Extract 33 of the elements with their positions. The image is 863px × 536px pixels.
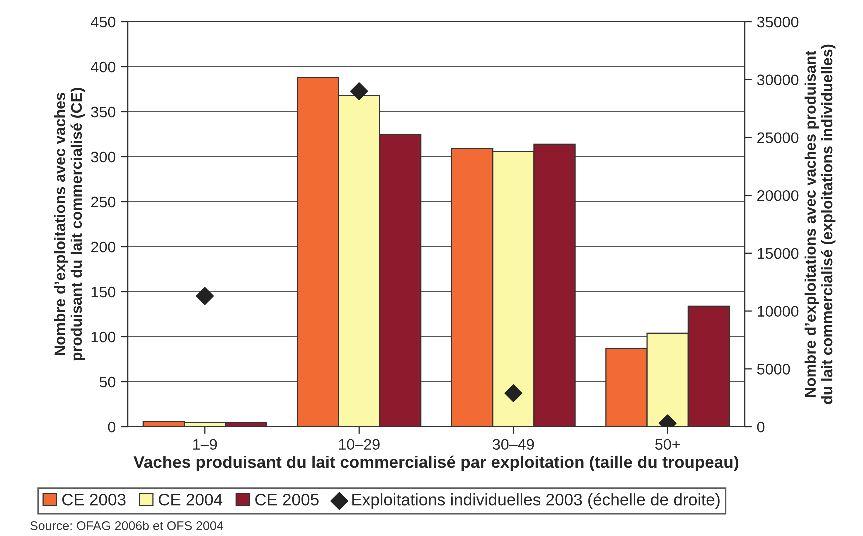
y-tick-label: 250 bbox=[91, 196, 116, 208]
y-tick-label: 400 bbox=[91, 62, 116, 73]
y-axis-title: Nombre d’exploitations avec vaches produisant du lait commercialisé (CE) bbox=[54, 88, 86, 361]
legend-label: Exploitations individuelles 2003 (échelle de droite) bbox=[352, 493, 720, 510]
y2-axis-title: Nombre d’exploitations avec vaches produisant du lait commercialisé (exploitations individuelles) bbox=[804, 44, 836, 404]
x-tick-label: 10–29 bbox=[339, 439, 380, 450]
point bbox=[504, 384, 523, 402]
y2-tick-label: 35000 bbox=[757, 16, 799, 28]
x-tick-label: 50+ bbox=[656, 439, 680, 450]
y-tick-label: 0 bbox=[108, 422, 116, 433]
y2-tick-label: 20000 bbox=[758, 190, 799, 202]
y2-tick-label: 30000 bbox=[757, 74, 799, 86]
point bbox=[196, 287, 214, 306]
y-tick-label: 150 bbox=[92, 286, 116, 298]
y2-tick-label: 5000 bbox=[757, 364, 790, 375]
x-tick-label: 30–49 bbox=[492, 439, 534, 450]
y2-tick-label: 10000 bbox=[758, 306, 799, 317]
y2-tick-label: 25000 bbox=[758, 132, 799, 144]
y-tick-label: 100 bbox=[92, 332, 116, 343]
legend-label: CE 2004 bbox=[159, 494, 223, 506]
source-note: Source: OFAG 2006b et OFS 2004 bbox=[30, 521, 224, 530]
legend-label: CE 2003 bbox=[62, 494, 126, 506]
x-axis-title: Vaches produisant du lait commercialisé par exploitation (taille du troupeau) bbox=[134, 456, 739, 472]
y-tick-label: 50 bbox=[100, 376, 116, 388]
y-tick-label: 450 bbox=[91, 16, 116, 28]
x-tick-label: 1–9 bbox=[194, 439, 218, 450]
y2-tick-label: 0 bbox=[757, 422, 765, 433]
y2-tick-label: 15000 bbox=[758, 248, 799, 260]
y-tick-label: 350 bbox=[91, 106, 116, 118]
point bbox=[350, 82, 368, 100]
y-tick-label: 200 bbox=[91, 242, 116, 253]
y-tick-label: 300 bbox=[91, 152, 116, 163]
legend-label: CE 2005 bbox=[256, 494, 319, 506]
